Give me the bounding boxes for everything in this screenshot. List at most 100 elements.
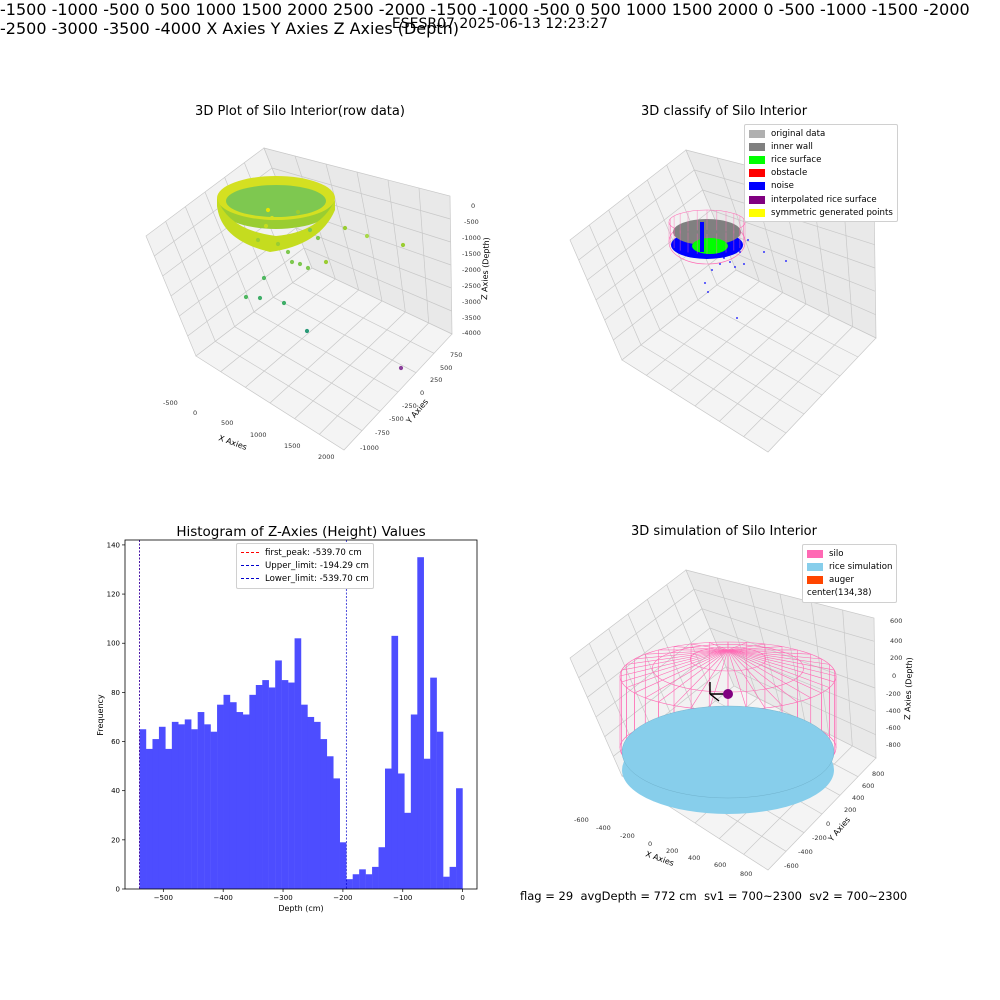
p2-xtick: -1000 (51, 0, 99, 19)
silo-wire (727, 649, 830, 688)
point (295, 209, 301, 215)
p4-ytick: 200 (844, 806, 856, 814)
noise-point (719, 263, 721, 265)
panel2-axes-box (569, 149, 877, 453)
histogram-bar (443, 876, 450, 889)
auger-icon (709, 682, 733, 702)
p2-ytick: -500 (533, 0, 570, 19)
silo-wire (645, 649, 729, 699)
panel1-ticks: -500 0 500 1000 1500 2000 -1000 -750 -50… (163, 202, 481, 461)
p4-xtick: 0 (648, 840, 652, 848)
histogram-bar (378, 847, 386, 889)
noise-point (704, 282, 706, 284)
p2-ztick: -4000 (154, 19, 202, 38)
histogram-bar (275, 660, 282, 889)
histogram-bar (223, 694, 231, 889)
p2-ytick: 500 (590, 0, 621, 19)
silo-wire (727, 649, 835, 671)
histogram-bar (281, 680, 289, 889)
p2-ztick: -3500 (103, 19, 150, 38)
legend-swatch (749, 129, 765, 138)
histogram-bar (184, 719, 192, 889)
legend-swatch (749, 142, 765, 151)
p2-x-axis-label: X Axies (206, 19, 266, 38)
p1-z-axis-label: Z Axies (Depth) (480, 237, 491, 300)
p2-xtick: 2000 (287, 0, 328, 19)
silo-wire (727, 649, 811, 655)
p1-ytick: -250 (402, 402, 417, 410)
x-tick-label: −400 (214, 894, 233, 902)
p4-ztick: -600 (886, 724, 901, 732)
histogram-bar (326, 756, 334, 889)
p1-ztick: -500 (464, 218, 479, 226)
legend-swatch (749, 182, 765, 191)
p2-ztick: -3000 (51, 19, 99, 38)
p1-x-axis-label: X Axies (217, 433, 248, 452)
p4-ztick: 400 (890, 637, 902, 645)
panel2-ticks: -1500 -1000 -500 0 500 1000 1500 2000 25… (0, 0, 970, 38)
silo-wire (727, 642, 747, 651)
p2-ytick: 0 (574, 0, 586, 19)
p1-ytick: -750 (375, 429, 390, 437)
histogram-bar (410, 714, 418, 889)
histogram-bar (217, 704, 224, 889)
p2-ztick: -1500 (871, 0, 919, 19)
sv1-value: sv1 = 700~2300 (704, 889, 802, 903)
noise-point (747, 239, 749, 241)
noise-point (723, 257, 725, 259)
silo-wire (727, 649, 822, 694)
p4-z-axis-label: Z Axies (Depth) (903, 657, 914, 720)
p2-ztick: -500 (778, 0, 815, 19)
panel1-3d-plot: -500 0 500 1000 1500 2000 -1000 -750 -50… (145, 147, 491, 461)
point (342, 225, 348, 231)
y-tick-label: 100 (107, 640, 120, 648)
noise-point (689, 255, 691, 257)
p1-ztick: 0 (471, 202, 475, 210)
histogram-bar (255, 685, 263, 889)
p4-ztick: 0 (892, 672, 896, 680)
p1-ytick: 500 (440, 364, 452, 372)
legend-line (241, 565, 259, 567)
point (305, 265, 311, 271)
point (307, 227, 313, 233)
legend-item: center(134,38) (807, 588, 872, 599)
p1-ztick: -3500 (462, 314, 481, 322)
p1-ztick: -2500 (462, 282, 481, 290)
p1-ytick: 250 (430, 376, 442, 384)
p4-xtick: -200 (620, 832, 635, 840)
histogram-bar (417, 557, 424, 889)
p4-ytick: 600 (862, 782, 874, 790)
histogram-bar (339, 842, 347, 889)
silo-wire (673, 649, 729, 706)
silo-wire (673, 646, 729, 651)
point (269, 215, 275, 221)
p2-xtick: -1500 (0, 0, 47, 19)
silo-wire (621, 649, 729, 683)
histogram-bar (236, 712, 244, 889)
silo-wire (634, 649, 729, 660)
x-tick-label: −100 (393, 894, 412, 902)
p1-xtick: 1000 (250, 431, 267, 439)
legend-swatch (749, 155, 765, 164)
legend-line (241, 552, 259, 554)
silo-wire (626, 649, 729, 688)
noise-point (743, 263, 745, 265)
point (265, 207, 271, 213)
histogram-bar (352, 874, 360, 889)
point (323, 259, 329, 265)
point (364, 233, 370, 239)
y-tick-label: 0 (116, 886, 120, 894)
histogram-bar (197, 712, 205, 889)
p2-ztick: 0 (763, 0, 774, 19)
histogram-legend: first_peak: -539.70 cm Upper_limit: -194… (236, 543, 374, 589)
silo-wire (708, 649, 729, 710)
panel2-3d-plot (569, 149, 877, 453)
p4-xtick: -400 (596, 824, 611, 832)
histogram-bar (288, 682, 295, 889)
histogram-bar (178, 724, 185, 889)
p4-ytick: 800 (872, 770, 884, 778)
noise-point (736, 317, 738, 319)
legend-swatch (807, 549, 823, 558)
p4-ztick: 200 (890, 654, 902, 662)
histogram-bar (397, 773, 405, 889)
